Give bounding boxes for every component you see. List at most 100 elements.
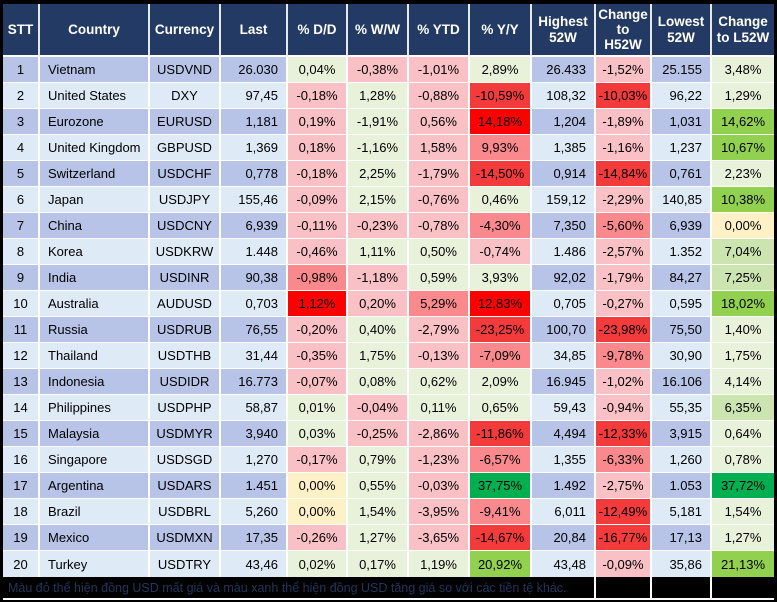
cell-dd: -0,09%: [288, 187, 348, 213]
cell-currency: EURUSD: [150, 109, 221, 135]
cell-ytd: -1,23%: [409, 447, 470, 473]
cell-high: 43,48: [532, 551, 596, 577]
cell-ytd: 0,59%: [409, 265, 470, 291]
cell-dd: 0,19%: [288, 109, 348, 135]
cell-ytd: -3,65%: [409, 525, 470, 551]
cell-yy: 37,75%: [470, 473, 532, 499]
cell-ytd: -3,95%: [409, 499, 470, 525]
cell-high: 16.945: [532, 369, 596, 395]
cell-stt: 16: [3, 447, 40, 473]
cell-ytd: -0,03%: [409, 473, 470, 499]
cell-chl: 1,27%: [712, 525, 774, 551]
cell-ytd: -0,78%: [409, 213, 470, 239]
cell-country: Brazil: [40, 499, 150, 525]
col-header-chl: Change to L52W: [712, 4, 774, 57]
cell-country: United Kingdom: [40, 135, 150, 161]
cell-ytd: -2,86%: [409, 421, 470, 447]
cell-last: 31,44: [221, 343, 288, 369]
cell-last: 16.773: [221, 369, 288, 395]
cell-high: 4,494: [532, 421, 596, 447]
cell-last: 1,369: [221, 135, 288, 161]
cell-low: 25.155: [652, 57, 712, 83]
cell-yy: 3,93%: [470, 265, 532, 291]
cell-currency: USDMXN: [150, 525, 221, 551]
cell-dd: 0,18%: [288, 135, 348, 161]
cell-currency: USDVND: [150, 57, 221, 83]
col-header-chh: Change to H52W: [596, 4, 652, 57]
cell-yy: -0,74%: [470, 239, 532, 265]
cell-ww: 1,28%: [348, 83, 409, 109]
cell-low: 75,50: [652, 317, 712, 343]
cell-low: 1,260: [652, 447, 712, 473]
cell-last: 43,46: [221, 551, 288, 577]
cell-ytd: -0,88%: [409, 83, 470, 109]
cell-country: Eurozone: [40, 109, 150, 135]
cell-low: 1,031: [652, 109, 712, 135]
cell-chl: 6,35%: [712, 395, 774, 421]
cell-stt: 15: [3, 421, 40, 447]
cell-low: 3,915: [652, 421, 712, 447]
cell-ww: -0,23%: [348, 213, 409, 239]
cell-stt: 5: [3, 161, 40, 187]
cell-high: 108,32: [532, 83, 596, 109]
cell-stt: 11: [3, 317, 40, 343]
cell-low: 96,22: [652, 83, 712, 109]
cell-yy: 0,46%: [470, 187, 532, 213]
cell-currency: USDBRL: [150, 499, 221, 525]
cell-dd: -0,26%: [288, 525, 348, 551]
col-header-currency: Currency: [150, 4, 221, 57]
cell-last: 97,45: [221, 83, 288, 109]
cell-dd: 0,04%: [288, 57, 348, 83]
cell-country: Singapore: [40, 447, 150, 473]
cell-ytd: 0,62%: [409, 369, 470, 395]
cell-high: 159,12: [532, 187, 596, 213]
cell-currency: USDARS: [150, 473, 221, 499]
cell-high: 92,02: [532, 265, 596, 291]
cell-low: 0,761: [652, 161, 712, 187]
cell-stt: 2: [3, 83, 40, 109]
cell-ww: -1,16%: [348, 135, 409, 161]
cell-currency: USDINR: [150, 265, 221, 291]
cell-dd: 0,01%: [288, 395, 348, 421]
cell-last: 17,35: [221, 525, 288, 551]
cell-last: 5,260: [221, 499, 288, 525]
cell-low: 6,939: [652, 213, 712, 239]
cell-high: 100,70: [532, 317, 596, 343]
table-footer: Màu đỏ thể hiện đồng USD mất giá và màu …: [3, 577, 774, 600]
cell-currency: USDCHF: [150, 161, 221, 187]
cell-currency: USDPHP: [150, 395, 221, 421]
col-header-ytd: % YTD: [409, 4, 470, 57]
cell-stt: 1: [3, 57, 40, 83]
cell-dd: 0,03%: [288, 421, 348, 447]
cell-high: 1,204: [532, 109, 596, 135]
cell-chh: -1,89%: [596, 109, 652, 135]
cell-dd: -0,18%: [288, 83, 348, 109]
cell-chh: -12,33%: [596, 421, 652, 447]
cell-last: 1,270: [221, 447, 288, 473]
cell-low: 84,27: [652, 265, 712, 291]
cell-yy: -14,67%: [470, 525, 532, 551]
cell-chh: -2,57%: [596, 239, 652, 265]
cell-chh: -0,27%: [596, 291, 652, 317]
cell-yy: 14,18%: [470, 109, 532, 135]
cell-dd: -0,18%: [288, 161, 348, 187]
col-header-yy: % Y/Y: [470, 4, 532, 57]
cell-ww: 0,40%: [348, 317, 409, 343]
cell-yy: 2,89%: [470, 57, 532, 83]
cell-stt: 3: [3, 109, 40, 135]
cell-yy: -9,41%: [470, 499, 532, 525]
cell-ww: -0,38%: [348, 57, 409, 83]
cell-country: Thailand: [40, 343, 150, 369]
cell-yy: 9,93%: [470, 135, 532, 161]
cell-stt: 7: [3, 213, 40, 239]
cell-ytd: -1,01%: [409, 57, 470, 83]
cell-high: 1,385: [532, 135, 596, 161]
cell-chl: 1,40%: [712, 317, 774, 343]
cell-high: 59,43: [532, 395, 596, 421]
col-header-ww: % W/W: [348, 4, 409, 57]
cell-currency: USDKRW: [150, 239, 221, 265]
cell-currency: USDMYR: [150, 421, 221, 447]
cell-chl: 4,14%: [712, 369, 774, 395]
cell-yy: -11,86%: [470, 421, 532, 447]
cell-last: 1.451: [221, 473, 288, 499]
